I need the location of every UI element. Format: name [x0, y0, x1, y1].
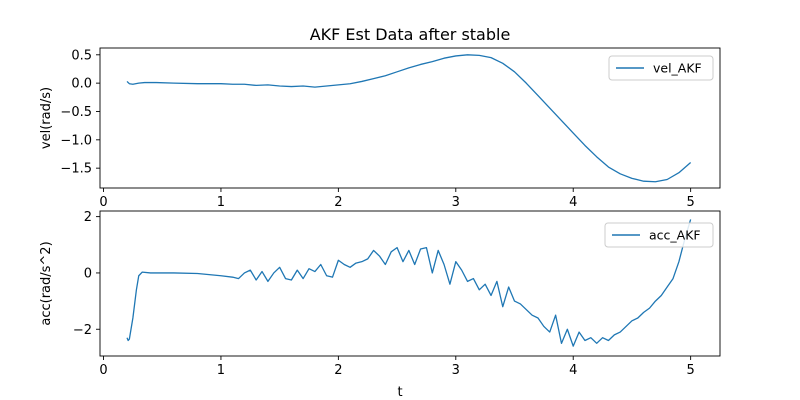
acceleration-legend-label: acc_AKF	[649, 228, 701, 243]
velocity-axes-frame	[99, 47, 721, 189]
velocity-y-tick-label: 0.0	[71, 77, 92, 92]
velocity-legend: vel_AKF	[608, 55, 714, 81]
velocity-series-line	[126, 54, 692, 183]
acceleration-x-tick-label: 4	[569, 363, 577, 378]
acceleration-legend: acc_AKF	[604, 222, 714, 248]
velocity-y-tick-label: −1.0	[60, 133, 92, 148]
acceleration-legend-box	[604, 222, 714, 248]
velocity-y-tick-label: 0.5	[71, 48, 92, 63]
velocity-legend-label: vel_AKF	[653, 61, 702, 76]
acceleration-x-tick-label: 5	[687, 363, 695, 378]
acceleration-x-tick-label: 3	[452, 363, 460, 378]
velocity-x-tick-label: 0	[99, 195, 107, 210]
velocity-x-tick-label: 5	[687, 195, 695, 210]
velocity-legend-box	[608, 55, 714, 81]
acceleration-x-tick-label: 2	[334, 363, 342, 378]
acceleration-x-tick-label: 1	[217, 363, 225, 378]
velocity-y-axis-label: vel(rad/s)	[39, 87, 54, 149]
velocity-x-tick-label: 4	[569, 195, 577, 210]
velocity-y-tick-label: −0.5	[60, 105, 92, 120]
velocity-subplot: 0 1 2 3 4 5 0.5 0.0 −0.5 −1.0 −1.5 vel(rad/s) vel_AK…	[39, 47, 721, 210]
acceleration-x-axis-label: t	[397, 385, 402, 400]
acceleration-series-line	[126, 219, 692, 347]
acceleration-x-tick-label: 0	[99, 363, 107, 378]
velocity-x-tick-label: 2	[334, 195, 342, 210]
acceleration-y-tick-label: −2	[73, 323, 92, 338]
velocity-y-tick-label: −1.5	[60, 162, 92, 177]
velocity-x-tick-label: 3	[452, 195, 460, 210]
acceleration-axes-frame	[99, 210, 721, 357]
acceleration-subplot: 0 1 2 3 4 5 2 0 −2 acc(rad/s^2) t acc_AKF	[39, 210, 721, 400]
velocity-x-tick-label: 1	[217, 195, 225, 210]
figure-title: AKF Est Data after stable	[310, 25, 511, 44]
acceleration-y-tick-label: 2	[84, 210, 92, 225]
acceleration-y-axis-label: acc(rad/s^2)	[39, 241, 54, 325]
acceleration-y-tick-label: 0	[84, 266, 92, 281]
